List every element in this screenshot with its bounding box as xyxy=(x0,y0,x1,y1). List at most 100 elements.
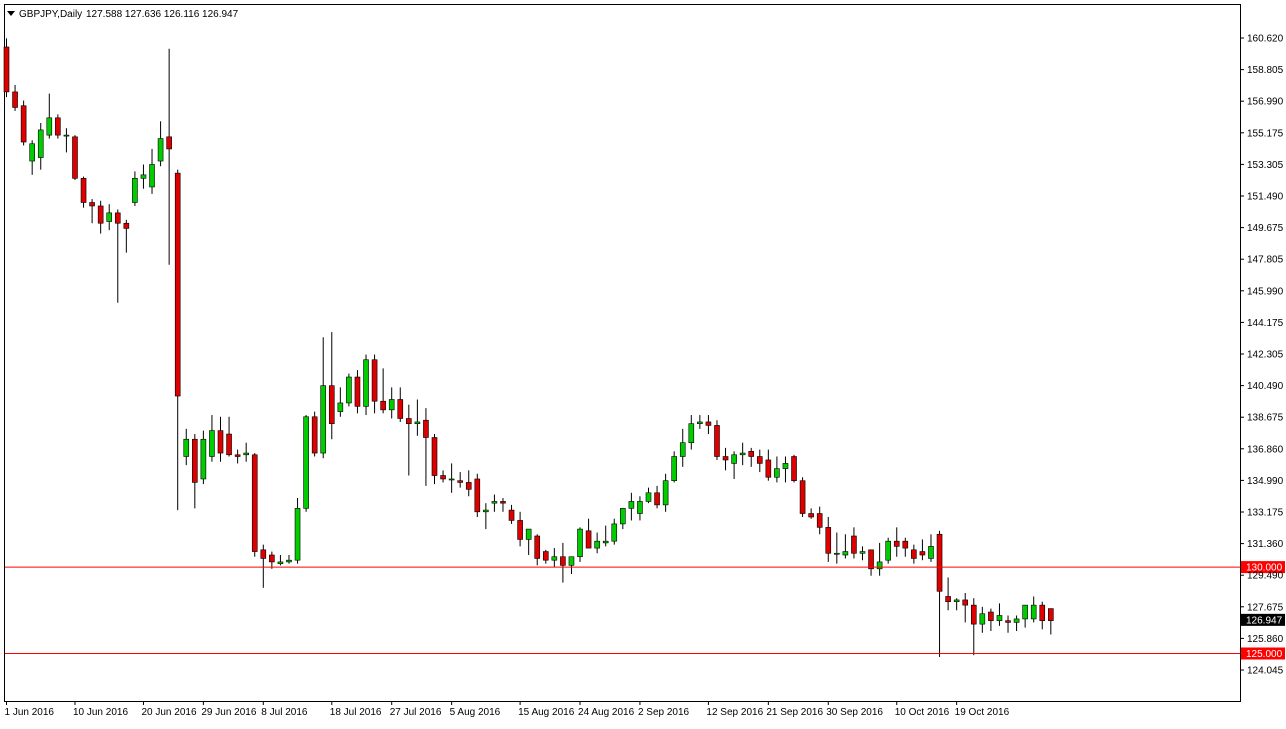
bear-candle-body xyxy=(226,433,232,456)
candle xyxy=(705,415,712,435)
bull-candle-body xyxy=(859,551,866,554)
bull-candle-body xyxy=(29,143,35,162)
candle xyxy=(192,434,198,509)
candle xyxy=(243,442,249,462)
bull-candle-body xyxy=(491,501,498,504)
level-label: 125.000 xyxy=(1246,649,1283,660)
candle xyxy=(260,544,267,588)
candle xyxy=(996,603,1003,626)
triangle-down-icon[interactable] xyxy=(7,11,15,16)
bull-candle-body xyxy=(140,174,147,179)
bear-candle-body xyxy=(72,136,78,179)
candle xyxy=(620,508,626,530)
candle xyxy=(55,114,61,139)
candle xyxy=(688,415,695,450)
candle xyxy=(303,415,309,512)
candle xyxy=(337,387,344,417)
bear-candle-body xyxy=(166,136,172,150)
bull-candle-body xyxy=(637,501,643,514)
candle xyxy=(251,453,258,557)
candle xyxy=(80,176,87,208)
bull-candle-body xyxy=(731,454,737,464)
candle xyxy=(765,449,772,481)
bull-candle-body xyxy=(953,599,960,602)
bull-candle-body xyxy=(568,556,575,566)
candle xyxy=(12,85,18,111)
bull-candle-body xyxy=(834,552,840,555)
candle xyxy=(868,549,874,576)
bull-candle-body xyxy=(346,376,352,404)
bull-candle-body xyxy=(671,456,677,482)
candle xyxy=(440,470,446,483)
horizontal-levels: 130.000 125.000 126.947 xyxy=(5,561,1285,660)
bull-candle-body xyxy=(525,528,532,540)
time-tick-label: 19 Oct 2016 xyxy=(955,707,1010,718)
candle xyxy=(423,408,429,486)
candle xyxy=(483,503,489,530)
bull-candle-body xyxy=(1022,604,1028,620)
candle xyxy=(140,164,147,189)
price-axis[interactable]: 160.620 158.805 156.990 155.175 153.305 151.4… xyxy=(1240,34,1284,677)
bear-candle-body xyxy=(89,202,95,207)
candle xyxy=(517,511,523,547)
candle xyxy=(380,368,386,414)
candle xyxy=(731,451,737,479)
bear-candle-body xyxy=(534,535,541,559)
bull-candle-body xyxy=(842,551,849,556)
candle xyxy=(3,38,10,98)
price-tick-label: 140.490 xyxy=(1247,381,1284,392)
bear-candle-body xyxy=(192,438,198,483)
candle xyxy=(457,472,463,488)
bear-candle-body xyxy=(251,454,258,552)
bear-candle-body xyxy=(542,551,549,561)
bear-candle-body xyxy=(936,533,943,592)
candle xyxy=(397,387,404,422)
time-tick-label: 24 Aug 2016 xyxy=(578,707,635,718)
bear-candle-body xyxy=(808,513,814,518)
price-tick-label: 155.175 xyxy=(1247,128,1284,139)
bear-candle-body xyxy=(465,482,472,490)
candle xyxy=(320,337,327,459)
candle xyxy=(825,516,832,562)
price-tick-label: 129.490 xyxy=(1247,571,1284,582)
price-tick-label: 145.990 xyxy=(1247,286,1284,297)
time-axis[interactable]: 1 Jun 2016 10 Jun 2016 20 Jun 2016 29 Jun 2… xyxy=(5,701,1010,718)
bear-candle-body xyxy=(893,540,900,547)
bear-candle-body xyxy=(371,359,378,402)
bear-candle-body xyxy=(217,430,224,454)
candle xyxy=(491,494,498,512)
price-tick-label: 134.990 xyxy=(1247,476,1284,487)
candle xyxy=(72,135,78,181)
candle xyxy=(542,549,549,564)
candle xyxy=(1022,604,1028,628)
bull-candle-body xyxy=(483,509,489,513)
current-price-box xyxy=(1241,613,1285,626)
candle xyxy=(1039,601,1046,630)
time-tick-label: 27 Jul 2016 xyxy=(390,707,442,718)
time-tick-label: 30 Sep 2016 xyxy=(826,707,883,718)
time-tick-label: 15 Aug 2016 xyxy=(518,707,575,718)
bear-candle-body xyxy=(791,456,797,482)
bear-candle-body xyxy=(1039,604,1046,621)
candle xyxy=(654,485,660,509)
candle xyxy=(594,532,600,554)
bear-candle-body xyxy=(748,451,755,457)
candle xyxy=(842,534,849,559)
candle xyxy=(662,473,669,512)
candle xyxy=(628,492,635,521)
time-tick-label: 5 Aug 2016 xyxy=(450,707,501,718)
bear-candle-body xyxy=(311,416,318,454)
time-tick-label: 2 Sep 2016 xyxy=(638,707,690,718)
candle xyxy=(277,555,284,566)
candle xyxy=(20,100,27,146)
candle xyxy=(919,539,926,561)
bear-candle-body xyxy=(919,551,926,556)
candle xyxy=(799,477,806,517)
price-tick-label: 147.805 xyxy=(1247,255,1284,266)
bear-candle-body xyxy=(80,178,87,203)
bear-candle-body xyxy=(234,454,241,457)
bull-candle-body xyxy=(628,501,635,509)
